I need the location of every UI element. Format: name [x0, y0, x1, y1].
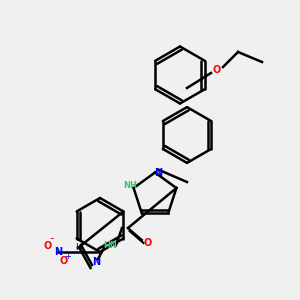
- Text: -: -: [50, 232, 54, 245]
- Text: O: O: [60, 256, 68, 266]
- Text: N: N: [92, 257, 101, 267]
- Text: O: O: [144, 238, 152, 248]
- Text: H: H: [75, 244, 81, 253]
- Text: NH: NH: [124, 181, 137, 190]
- Text: O: O: [213, 65, 221, 75]
- Text: N: N: [154, 167, 162, 178]
- Text: N: N: [54, 247, 62, 257]
- Text: +: +: [64, 252, 71, 261]
- Text: O: O: [44, 241, 52, 251]
- Text: HN: HN: [103, 241, 117, 250]
